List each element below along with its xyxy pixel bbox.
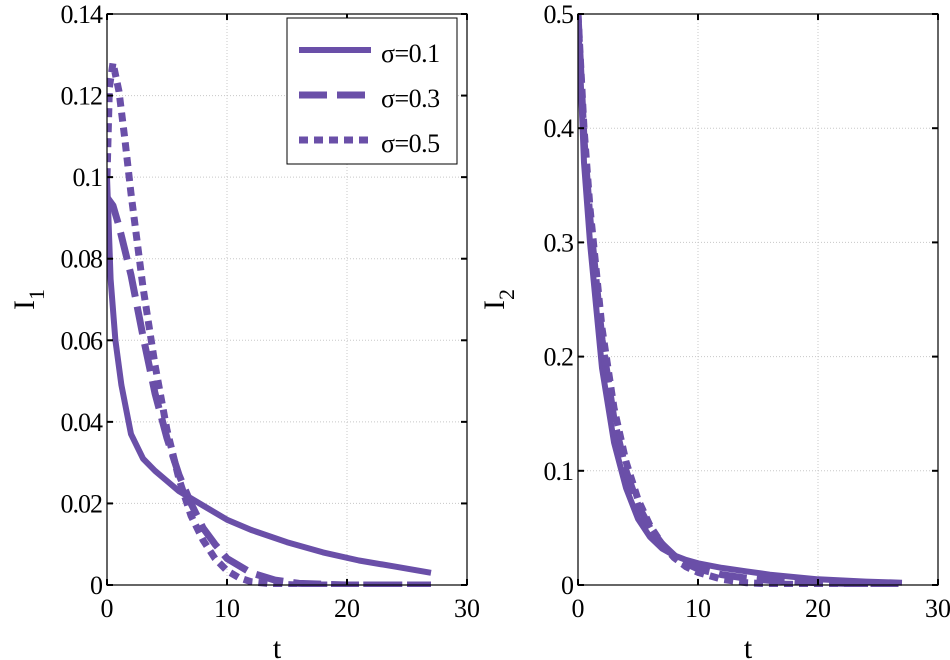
series-line-dashed bbox=[578, 13, 902, 587]
y-axis-label: I2 bbox=[478, 289, 519, 310]
y-axis-label-subscript: 1 bbox=[24, 289, 49, 300]
y-tick-label: 0 bbox=[561, 571, 574, 600]
y-axis-label: I1 bbox=[8, 289, 49, 310]
series-line-solid bbox=[107, 176, 432, 576]
x-tick-label: 10 bbox=[214, 594, 240, 623]
x-tick-label: 30 bbox=[454, 594, 480, 623]
x-tick-label: 20 bbox=[334, 594, 360, 623]
legend-label: σ=0.1 bbox=[381, 39, 440, 68]
x-axis-label: t bbox=[744, 632, 753, 660]
y-tick-label: 0.08 bbox=[61, 245, 104, 274]
series-line-dotted bbox=[578, 13, 902, 587]
legend-label: σ=0.5 bbox=[381, 129, 440, 158]
plot-left: 0 10 20 30 0 0.02 0.04 0.06 0.08 0.1 0.12 0.14 t I1 σ=… bbox=[8, 0, 480, 660]
y-tick-label: 0.12 bbox=[61, 82, 103, 111]
series-line-dashed bbox=[107, 195, 431, 587]
y-tick-label: 0.4 bbox=[544, 114, 575, 143]
x-tick-label: 30 bbox=[925, 594, 950, 623]
y-tick-label: 0.02 bbox=[61, 489, 103, 518]
legend-label: σ=0.3 bbox=[381, 84, 440, 113]
y-tick-label: 0.5 bbox=[544, 0, 574, 29]
y-tick-label: 0.14 bbox=[61, 0, 104, 29]
y-axis-label-main: I bbox=[8, 300, 41, 310]
x-tick-label: 20 bbox=[805, 594, 831, 623]
y-tick-label: 0.04 bbox=[61, 408, 104, 437]
axes-frame bbox=[106, 13, 468, 586]
x-axis-label: t bbox=[273, 632, 282, 660]
y-tick-label: 0.06 bbox=[61, 326, 104, 355]
x-tick-label: 10 bbox=[685, 594, 711, 623]
y-axis-label-subscript: 2 bbox=[494, 289, 519, 300]
y-tick-label: 0.2 bbox=[544, 343, 574, 372]
plot-right: 0 10 20 30 0 0.1 0.2 0.3 0.4 0.5 t I2 bbox=[478, 0, 950, 660]
y-tick-label: 0.1 bbox=[544, 457, 574, 486]
x-tick-label: 0 bbox=[101, 594, 114, 623]
series-line-solid bbox=[578, 13, 903, 586]
y-axis-label-main: I bbox=[478, 300, 511, 310]
axes-frame bbox=[577, 13, 939, 586]
y-tick-label: 0 bbox=[90, 571, 103, 600]
y-tick-label: 0.1 bbox=[73, 163, 103, 192]
y-tick-label: 0.3 bbox=[544, 228, 574, 257]
x-tick-label: 0 bbox=[572, 594, 585, 623]
series-line-dotted bbox=[107, 59, 431, 587]
